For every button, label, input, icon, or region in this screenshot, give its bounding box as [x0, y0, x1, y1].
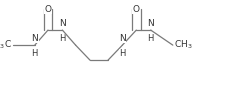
Text: N: N [147, 19, 154, 28]
Text: H: H [148, 34, 154, 43]
Text: O: O [44, 5, 52, 14]
Text: N: N [119, 34, 126, 43]
Text: H: H [119, 49, 126, 58]
Text: H: H [32, 49, 38, 58]
Text: H$_3$C: H$_3$C [0, 39, 12, 51]
Text: N: N [59, 19, 66, 28]
Text: H: H [59, 34, 66, 43]
Text: O: O [133, 5, 140, 14]
Text: N: N [31, 34, 38, 43]
Text: CH$_3$: CH$_3$ [174, 39, 193, 51]
